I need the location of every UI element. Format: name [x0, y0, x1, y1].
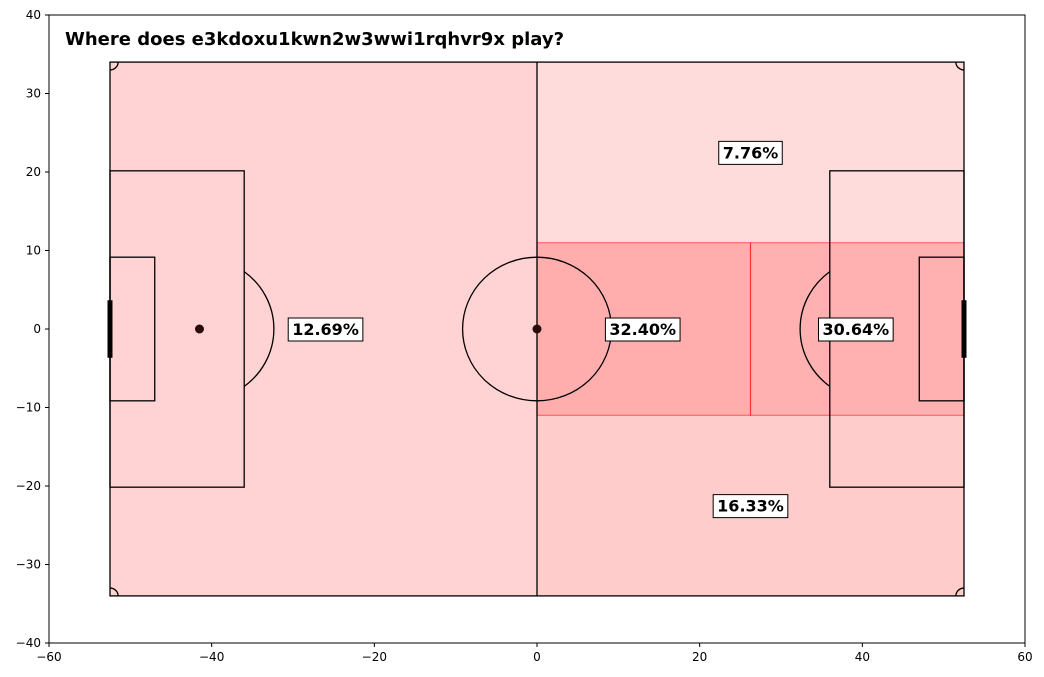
chart-title: Where does e3kdoxu1kwn2w3wwi1rqhvr9x pla… [65, 29, 564, 50]
y-tick-label: −40 [16, 636, 41, 650]
x-tick-label: −60 [36, 650, 61, 664]
y-tick-label: 20 [26, 165, 41, 179]
y-tick-label: −10 [16, 401, 41, 415]
x-tick-label: 20 [692, 650, 707, 664]
zone-label: 7.76% [723, 143, 779, 162]
zone-label-bg [287, 317, 364, 342]
zone-label: 30.64% [823, 320, 890, 339]
zone-label-box: 16.33% [712, 494, 789, 519]
x-tick-label: −20 [362, 650, 387, 664]
zone-label-box: 7.76% [718, 140, 783, 165]
zone-label: 12.69% [292, 320, 359, 339]
y-tick-label: 0 [33, 322, 41, 336]
x-tick-label: 40 [855, 650, 870, 664]
zone-label: 32.40% [609, 320, 676, 339]
zone-label-bg [604, 317, 681, 342]
zone-label-box: 30.64% [818, 317, 894, 342]
y-tick-label: −30 [16, 558, 41, 572]
y-tick-label: 40 [26, 8, 41, 22]
zone-label-box: 32.40% [604, 317, 681, 342]
corner-arc [109, 587, 119, 596]
zone-label-bg [818, 317, 894, 342]
center-spot [532, 324, 542, 334]
x-tick-label: 0 [533, 650, 541, 664]
y-tick-label: 10 [26, 244, 41, 258]
penalty-arc-right [799, 271, 831, 387]
corner-arc [109, 62, 119, 71]
penalty-spot-left [194, 324, 204, 334]
penalty-arc-left [243, 271, 275, 387]
corner-arc [955, 62, 965, 71]
corner-arc [955, 587, 965, 596]
x-axis: −60 −40 −20 0 20 40 60 [36, 643, 1033, 664]
y-tick-label: −20 [16, 479, 41, 493]
zone-label-bg [718, 140, 783, 165]
y-tick-label: 30 [26, 87, 41, 101]
y-axis: −40 −30 −20 −10 0 10 20 30 40 [16, 8, 49, 650]
x-tick-label: 60 [1017, 650, 1032, 664]
zone-label-box: 12.69% [287, 317, 364, 342]
zone-label: 16.33% [717, 497, 784, 516]
x-tick-label: −40 [199, 650, 224, 664]
zone-label-layer: 12.69% 7.76% 16.33% 32.40% 30.64% [287, 140, 894, 519]
zone-label-bg [712, 494, 789, 519]
